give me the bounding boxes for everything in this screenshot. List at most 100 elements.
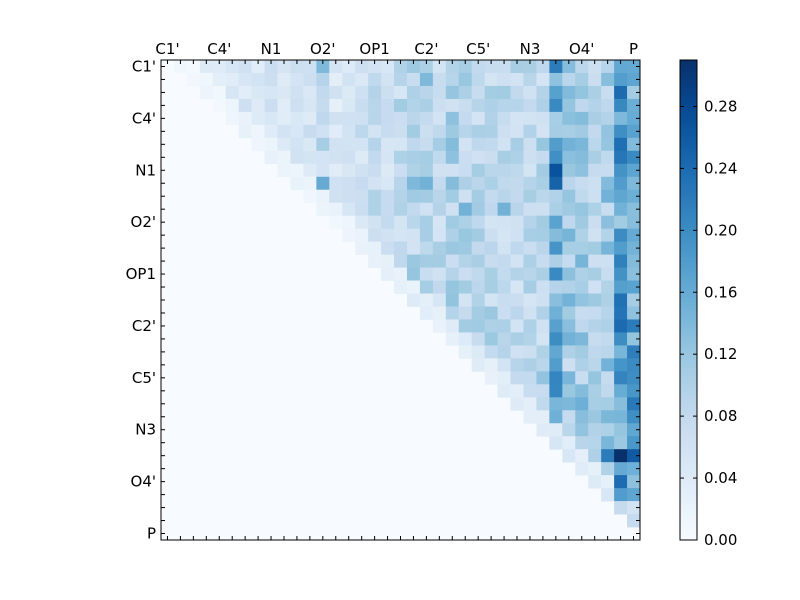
- heatmap-cell: [381, 124, 395, 139]
- heatmap-cell: [588, 306, 602, 320]
- heatmap-cell: [536, 60, 550, 74]
- heatmap-cell: [471, 111, 486, 126]
- heatmap-cell: [601, 332, 615, 346]
- heatmap-cell: [484, 280, 498, 294]
- heatmap-cell: [536, 384, 550, 398]
- heatmap-cell: [458, 137, 473, 152]
- heatmap-cell: [510, 98, 524, 113]
- heatmap-cell: [368, 241, 382, 255]
- heatmap-cell: [471, 72, 486, 87]
- heatmap-cell: [484, 358, 498, 372]
- heatmap-cell: [536, 163, 550, 178]
- heatmap-cell: [381, 60, 395, 74]
- heatmap-cell: [549, 384, 563, 398]
- heatmap-cell: [432, 72, 447, 87]
- heatmap-cell: [575, 124, 589, 139]
- heatmap-cell: [303, 98, 317, 113]
- heatmap-cell: [406, 215, 421, 230]
- heatmap-cell: [601, 228, 615, 243]
- heatmap-cell: [432, 241, 447, 255]
- heatmap-cell: [471, 150, 486, 165]
- heatmap-cell: [497, 189, 511, 204]
- heatmap-cell: [536, 137, 550, 152]
- heatmap-cell: [329, 215, 343, 230]
- heatmap-cell: [627, 384, 641, 398]
- heatmap-cell: [458, 319, 473, 333]
- heatmap-cell: [419, 85, 434, 100]
- heatmap-cell: [575, 150, 589, 165]
- heatmap-cell: [342, 150, 356, 165]
- heatmap-cell: [627, 436, 641, 450]
- y-tick-label: N1: [135, 161, 156, 179]
- heatmap-cell: [588, 358, 602, 372]
- heatmap-cell: [549, 163, 563, 178]
- heatmap-cell: [277, 98, 291, 113]
- heatmap-cell: [432, 137, 447, 152]
- heatmap-cell: [368, 60, 382, 74]
- heatmap-cell: [342, 137, 356, 152]
- colorbar-tick-label: 0.20: [704, 221, 737, 239]
- heatmap-cell: [394, 267, 408, 281]
- heatmap-cell: [601, 488, 615, 502]
- heatmap-cell: [497, 332, 511, 346]
- heatmap-cell: [614, 449, 628, 463]
- heatmap-cell: [536, 215, 550, 230]
- heatmap-cell: [497, 137, 511, 152]
- heatmap-cell: [225, 111, 240, 126]
- heatmap-cell: [471, 215, 486, 230]
- heatmap-cell: [614, 124, 628, 139]
- heatmap-cell: [562, 254, 576, 268]
- heatmap-cell: [406, 60, 421, 74]
- heatmap-cell: [290, 60, 304, 74]
- heatmap-cell: [199, 60, 214, 74]
- heatmap-cell: [484, 228, 498, 243]
- heatmap-cell: [406, 111, 421, 126]
- heatmap-cell: [601, 410, 615, 424]
- y-tick-label: C4': [132, 109, 156, 127]
- heatmap-cell: [419, 124, 434, 139]
- heatmap-cell: [627, 423, 641, 437]
- heatmap-cell: [562, 137, 576, 152]
- heatmap-cell: [458, 98, 473, 113]
- heatmap-cell: [536, 306, 550, 320]
- heatmap-cell: [238, 124, 253, 139]
- heatmap-cell: [575, 306, 589, 320]
- heatmap-cell: [368, 228, 382, 243]
- heatmap-cell: [484, 215, 498, 230]
- heatmap-cell: [614, 202, 628, 217]
- colorbar-tick-label: 0.24: [704, 159, 737, 177]
- heatmap-cell: [406, 137, 421, 152]
- heatmap-cell: [264, 72, 278, 87]
- heatmap-cell: [381, 189, 395, 204]
- heatmap-cell: [290, 111, 304, 126]
- heatmap-cell: [471, 332, 486, 346]
- heatmap-cell: [588, 475, 602, 489]
- heatmap-cell: [627, 514, 641, 528]
- heatmap-cell: [627, 150, 641, 165]
- heatmap-cell: [238, 98, 253, 113]
- heatmap-cell: [601, 384, 615, 398]
- heatmap-cell: [484, 150, 498, 165]
- heatmap-cell: [575, 163, 589, 178]
- heatmap-cell: [614, 293, 628, 307]
- x-tick-label: P: [629, 40, 638, 58]
- heatmap-cell: [497, 176, 511, 191]
- heatmap-cell: [303, 124, 317, 139]
- heatmap-cell: [251, 60, 265, 74]
- heatmap-cell: [458, 202, 473, 217]
- heatmap-cell: [614, 72, 628, 87]
- heatmap-cell: [342, 215, 356, 230]
- x-tick-label: N3: [520, 40, 541, 58]
- heatmap-cell: [484, 72, 498, 87]
- heatmap-cell: [627, 280, 641, 294]
- heatmap-cell: [562, 397, 576, 411]
- heatmap-cell: [445, 189, 460, 204]
- heatmap-cell: [497, 228, 511, 243]
- heatmap-cell: [549, 241, 563, 255]
- heatmap-cell: [264, 98, 278, 113]
- x-tick-label: C4': [207, 40, 231, 58]
- heatmap-cell: [575, 410, 589, 424]
- heatmap-cell: [484, 241, 498, 255]
- heatmap-cell: [484, 371, 498, 385]
- heatmap-cell: [523, 85, 537, 100]
